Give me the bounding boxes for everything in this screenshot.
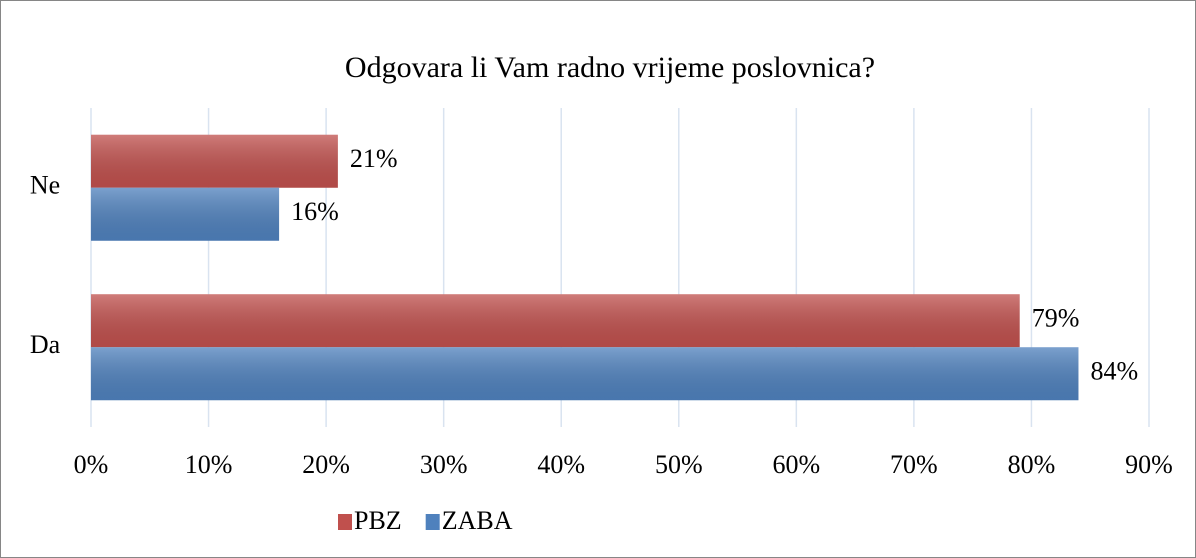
data-label: 79%: [1032, 304, 1080, 333]
x-tick-label: 20%: [302, 450, 350, 479]
x-tick-label: 60%: [772, 450, 820, 479]
legend-label: PBZ: [354, 506, 402, 535]
x-tick-label: 10%: [185, 450, 233, 479]
x-tick-label: 90%: [1125, 450, 1173, 479]
x-tick-label: 70%: [890, 450, 938, 479]
bar-shine: [91, 134, 338, 188]
bar-shine: [91, 187, 280, 241]
y-tick-label: Ne: [30, 171, 60, 200]
x-tick-label: 50%: [655, 450, 703, 479]
data-label: 16%: [291, 197, 339, 226]
x-tick-label: 30%: [420, 450, 468, 479]
x-tick-label: 40%: [537, 450, 585, 479]
x-tick-label: 80%: [1008, 450, 1056, 479]
legend-swatch: [425, 514, 440, 530]
data-label: 84%: [1090, 357, 1138, 386]
y-tick-label: Da: [30, 330, 61, 359]
bar-shine: [91, 347, 1079, 401]
data-label: 21%: [350, 144, 398, 173]
bar-shine: [91, 294, 1020, 348]
chart-title: Odgovara li Vam radno vrijeme poslovnica…: [345, 51, 875, 84]
legend-swatch: [338, 514, 352, 530]
legend-label: ZABA: [442, 506, 513, 535]
x-tick-label: 0%: [74, 450, 109, 479]
